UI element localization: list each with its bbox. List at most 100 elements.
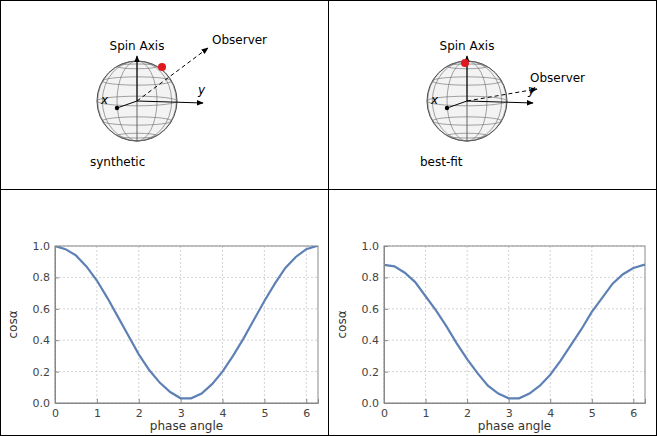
x-axis-tip [445,106,449,110]
y-tick-label: 0.6 [33,303,51,316]
x-tick-label: 0 [381,407,388,420]
grid-line [384,371,645,372]
y-tick: 0.0 [33,397,60,410]
x-axis-label: x [430,93,439,107]
x-tick-label: 0 [52,407,59,420]
y-tick-label: 0.0 [33,397,51,410]
y-axis-arrow [137,101,203,103]
x-tick-label: 2 [136,407,143,420]
x-tick-mark [633,399,634,403]
y-tick-mark [55,403,59,404]
grid-line [591,246,592,403]
y-tick: 1.0 [33,240,60,253]
x-tick: 5 [261,399,268,420]
x-tick: 6 [630,399,637,420]
y-tick-mark [384,277,388,278]
y-tick: 0.8 [362,271,389,284]
y-tick: 0.6 [362,303,389,316]
y-tick-mark [55,277,59,278]
spot [461,59,469,67]
x-axis-label: x [100,93,109,107]
x-tick-mark [592,399,593,403]
y-axis-arrow [467,101,533,103]
y-tick-label: 0.4 [33,334,51,347]
x-tick: 3 [178,399,185,420]
y-tick-label: 1.0 [362,240,380,253]
spin-diagram: Spin AxisyxObserversynthetic [90,33,267,169]
grid-line [222,246,223,403]
x-axis-line [447,101,467,108]
grid-line [384,277,645,278]
grid-line [306,246,307,403]
x-axis-line [117,101,137,108]
y-tick: 0.4 [362,334,389,347]
observer-arrow [137,48,208,101]
y-axis-line [56,247,60,404]
x-tick-mark [306,399,307,403]
x-tick-mark [223,399,224,403]
plot-area [55,246,318,398]
x-tick-label: 5 [589,407,596,420]
grid-line [264,246,265,403]
plot-frame [55,246,318,403]
y-tick-label: 0.2 [33,366,51,379]
y-tick-mark [384,372,388,373]
grid-line [55,340,318,341]
y-tick-mark [384,340,388,341]
x-tick: 4 [547,399,554,420]
y-tick-label: 0.0 [362,397,380,410]
observer-label: Observer [530,71,585,85]
y-axis-line [385,247,389,404]
grid-line [138,246,139,403]
spin-axis-label: Spin Axis [110,39,165,53]
y-tick-label: 0.6 [362,303,380,316]
figure: Spin AxisyxObserversyntheticSpin AxisyxO… [0,0,657,436]
x-tick-label: 1 [94,407,101,420]
grid-line [96,246,97,403]
chart: 01234560.00.20.40.60.81.0phase anglecosα [6,240,319,433]
grid-line [384,340,645,341]
y-tick-mark [384,403,388,404]
divider [328,0,329,436]
x-tick-mark [550,399,551,403]
grid-line [425,246,426,403]
x-tick-mark [264,399,265,403]
grid [55,246,318,403]
x-tick: 1 [94,399,101,420]
x-axis: 0123456 [381,399,646,420]
x-tick: 5 [589,399,596,420]
spin-axis-arrow [137,56,138,101]
x-tick-mark [426,399,427,403]
grid-line [55,371,318,372]
curve [384,265,645,398]
x-tick: 2 [136,399,143,420]
x-tick-label: 3 [506,407,513,420]
x-tick-label: 4 [547,407,554,420]
x-tick-mark [139,399,140,403]
y-tick: 0.2 [33,366,60,379]
x-axis-line [385,399,646,404]
observer-label: Observer [212,33,267,47]
y-tick-label: 0.2 [362,366,380,379]
grid-line [550,246,551,403]
y-tick-mark [384,246,388,247]
y-tick: 1.0 [362,240,389,253]
y-tick-mark [55,340,59,341]
x-axis-line [56,399,319,404]
y-tick-label: 0.4 [362,334,380,347]
plot-area [384,265,645,398]
x-tick-label: 2 [464,407,471,420]
y-tick-mark [55,372,59,373]
spin-diagram: Spin AxisyxObserverbest-fit [420,39,585,169]
y-axis-label: y [197,83,206,97]
y-tick-label: 1.0 [33,240,51,253]
x-tick: 6 [303,399,310,420]
spot [158,63,166,71]
outer-frame [1,1,657,436]
y-axis: 0.00.20.40.60.81.0 [33,240,60,410]
panel-caption: best-fit [420,155,463,169]
grid-line [180,246,181,403]
y-tick: 0.6 [33,303,60,316]
x-axis-title: phase angle [478,419,551,433]
divider [0,189,657,190]
